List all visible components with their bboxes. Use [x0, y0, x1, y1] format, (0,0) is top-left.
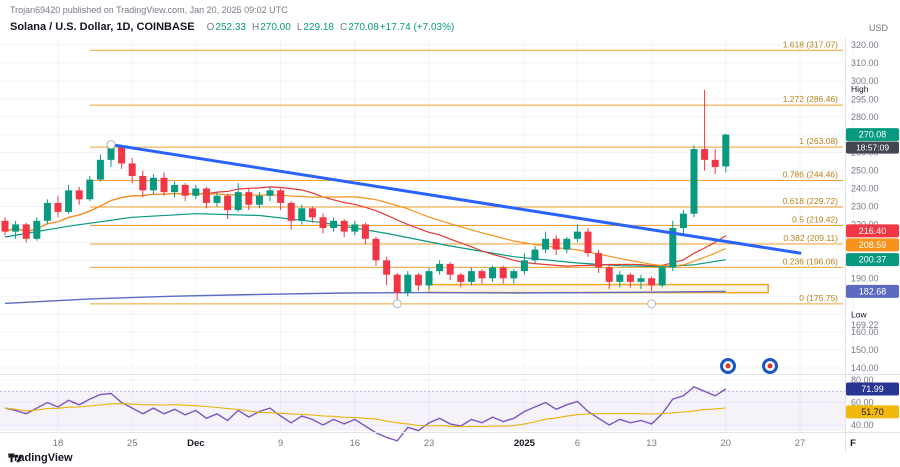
- ohlc-low-value: 229.18: [303, 22, 334, 33]
- svg-text:F: F: [850, 438, 856, 449]
- svg-text:0 (175.75): 0 (175.75): [799, 293, 838, 303]
- svg-text:216.40: 216.40: [859, 226, 887, 236]
- svg-text:190.00: 190.00: [851, 273, 879, 283]
- svg-text:160.00: 160.00: [851, 327, 879, 337]
- rsi-band: [0, 390, 845, 431]
- svg-text:300.00: 300.00: [851, 76, 879, 86]
- svg-text:240.00: 240.00: [851, 184, 879, 194]
- rsi-indicator: [4, 385, 727, 442]
- svg-text:0.618 (229.72): 0.618 (229.72): [783, 196, 838, 206]
- candlestick-series: [1, 89, 730, 304]
- svg-text:208.59: 208.59: [859, 240, 887, 250]
- svg-text:1.618 (317.07): 1.618 (317.07): [783, 39, 838, 49]
- ohlc-high-label: H: [251, 22, 260, 33]
- svg-text:51.70: 51.70: [861, 407, 884, 417]
- svg-text:0.382 (209.11): 0.382 (209.11): [783, 233, 838, 243]
- ohlc-close-value: 270.08: [348, 22, 379, 33]
- svg-text:0.786 (244.46): 0.786 (244.46): [783, 170, 838, 180]
- ohlc-open-value: 252.33: [215, 22, 246, 33]
- svg-text:280.00: 280.00: [851, 112, 879, 122]
- svg-text:9: 9: [278, 438, 283, 449]
- rsi-scale[interactable]: 80.00 60.00 40.00 71.99 51.70: [846, 375, 899, 430]
- moving-averages-layer: [4, 186, 727, 305]
- svg-text:0.5 (219.42): 0.5 (219.42): [792, 214, 838, 224]
- svg-text:18:57:09: 18:57:09: [856, 143, 889, 153]
- pane-separators: [0, 38, 900, 452]
- svg-text:270.08: 270.08: [859, 130, 887, 140]
- svg-text:18: 18: [53, 438, 64, 449]
- symbol-title[interactable]: Solana / U.S. Dollar, 1D, COINBASE: [10, 21, 195, 33]
- fib-retracement-drawing[interactable]: 1.618 (317.07) 1.272 (286.46) 1 (263.08) 0.…: [90, 39, 843, 305]
- svg-text:16: 16: [350, 438, 361, 449]
- svg-text:6: 6: [575, 438, 580, 449]
- svg-text:0.236 (196.06): 0.236 (196.06): [783, 256, 838, 266]
- roundel-stickers: [720, 358, 778, 374]
- ohlc-low-label: L: [296, 22, 303, 33]
- svg-text:23: 23: [424, 438, 435, 449]
- svg-text:310.00: 310.00: [851, 58, 879, 68]
- ohlc-high-value: 270.00: [260, 22, 291, 33]
- svg-text:80.00: 80.00: [851, 375, 874, 385]
- svg-text:250.00: 250.00: [851, 166, 879, 176]
- svg-text:13: 13: [646, 438, 657, 449]
- svg-text:140.00: 140.00: [851, 363, 879, 373]
- trendline-drawing[interactable]: [109, 143, 802, 255]
- svg-text:High: High: [851, 84, 869, 94]
- currency-label: USD: [868, 23, 888, 33]
- svg-text:71.99: 71.99: [861, 384, 884, 394]
- svg-text:320.00: 320.00: [851, 40, 879, 50]
- tradingview-logo-text: TradingView: [8, 452, 73, 464]
- svg-text:2025: 2025: [514, 438, 536, 449]
- anchor-markers: [106, 140, 657, 309]
- svg-text:40.00: 40.00: [851, 420, 874, 430]
- ohlc-open-label: O: [206, 22, 215, 33]
- svg-text:182.68: 182.68: [859, 286, 887, 296]
- svg-text:169.22: 169.22: [851, 320, 879, 330]
- svg-text:60.00: 60.00: [851, 398, 874, 408]
- ohlc-close-label: C: [339, 22, 348, 33]
- svg-text:25: 25: [127, 438, 138, 449]
- svg-text:1.272 (286.46): 1.272 (286.46): [783, 94, 838, 104]
- svg-text:230.00: 230.00: [851, 202, 879, 212]
- svg-text:27: 27: [795, 438, 806, 449]
- svg-text:20: 20: [721, 438, 732, 449]
- svg-text:Low: Low: [851, 310, 867, 320]
- published-caption: Trojan69420 published on TradingView.com…: [10, 5, 288, 15]
- price-scale[interactable]: 320.00310.00300.00280.00260.00250.00240.…: [846, 40, 899, 373]
- tradingview-logo-icon: [8, 454, 23, 463]
- tradingview-logo[interactable]: TradingView: [8, 452, 73, 464]
- svg-text:295.00: 295.00: [851, 94, 879, 104]
- svg-text:1 (263.08): 1 (263.08): [799, 136, 838, 146]
- chart-legend: Solana / U.S. Dollar, 1D, COINBASE O252.3…: [10, 21, 454, 33]
- svg-text:Dec: Dec: [187, 438, 204, 449]
- ohlc-change-value: +17.74 (+7.03%): [379, 22, 455, 33]
- time-axis[interactable]: 18 25 Dec 9 16 23 2025 6 13 20 27 F: [53, 438, 856, 449]
- svg-text:150.00: 150.00: [851, 345, 879, 355]
- svg-text:200.37: 200.37: [859, 255, 887, 265]
